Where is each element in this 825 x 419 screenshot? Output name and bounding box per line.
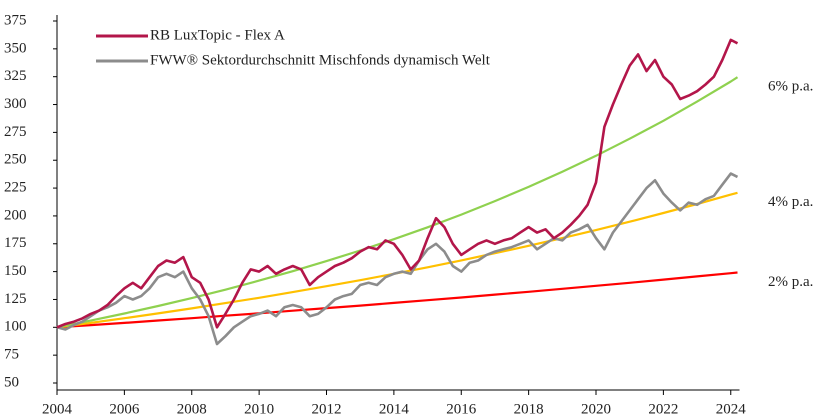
series-line: [56, 38, 739, 329]
y-tick-label: 200: [4, 207, 27, 223]
series-line: [56, 172, 739, 346]
y-tick-label: 175: [4, 235, 27, 251]
x-tick-label: 2014: [379, 401, 410, 417]
y-tick-label: 275: [4, 124, 27, 140]
x-tick-label: 2022: [648, 401, 678, 417]
y-tick-label: 375: [4, 12, 27, 28]
legend-label: RB LuxTopic - Flex A: [150, 27, 285, 43]
x-tick-label: 2018: [514, 401, 544, 417]
y-tick-label: 250: [4, 152, 27, 168]
y-tick-label: 225: [4, 180, 27, 196]
x-tick-label: 2008: [177, 401, 207, 417]
series-line: [56, 271, 738, 329]
x-tick-label: 2006: [109, 401, 140, 417]
series-line: [56, 76, 739, 329]
y-tick-label: 100: [4, 319, 27, 335]
x-tick-label: 2012: [312, 401, 342, 417]
x-tick-label: 2010: [244, 401, 274, 417]
x-tick-label: 2016: [446, 401, 477, 417]
y-tick-label: 150: [4, 263, 27, 279]
end-label: 2% p.a.: [768, 274, 813, 290]
y-tick-label: 350: [4, 40, 27, 56]
y-tick-label: 325: [4, 68, 27, 84]
y-tick-label: 50: [4, 374, 19, 390]
x-tick-label: 2020: [581, 401, 611, 417]
end-label: 4% p.a.: [768, 194, 813, 210]
end-label: 6% p.a.: [768, 79, 813, 95]
x-tick-label: 2024: [716, 401, 747, 417]
x-tick-label: 2004: [42, 401, 73, 417]
y-tick-label: 125: [4, 291, 27, 307]
legend-label: FWW® Sektordurchschnitt Mischfonds dynam…: [150, 52, 491, 68]
series-line: [56, 191, 738, 329]
y-tick-label: 300: [4, 96, 27, 112]
y-tick-label: 75: [4, 347, 19, 363]
